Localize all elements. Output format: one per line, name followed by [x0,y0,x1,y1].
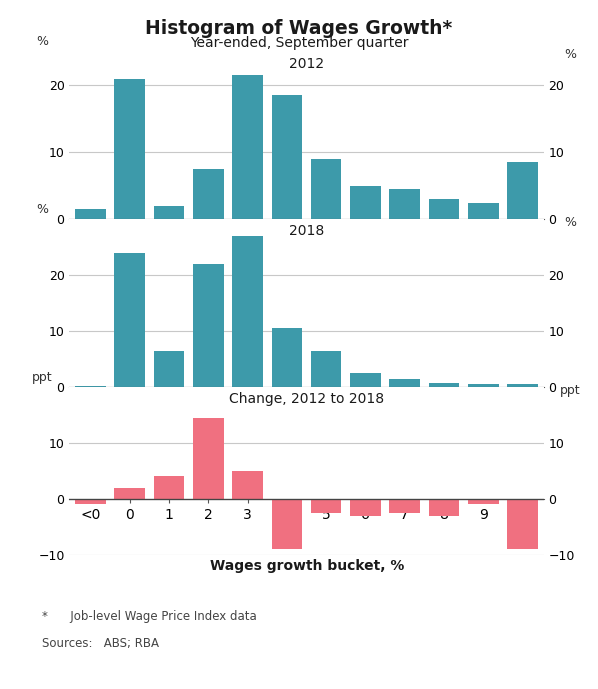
Text: 2012: 2012 [289,56,324,71]
Bar [350,186,381,219]
Bar [311,499,341,513]
Bar [154,351,184,387]
Bar [429,383,459,387]
Text: *      Job-level Wage Price Index data: * Job-level Wage Price Index data [42,610,257,623]
Bar [350,499,381,515]
Y-axis label: %: % [565,216,576,229]
Bar [389,189,420,219]
Text: Wages growth bucket, %: Wages growth bucket, % [209,559,404,573]
Bar [193,264,224,387]
Bar [429,499,459,515]
Bar [114,488,145,499]
Bar [350,373,381,387]
Bar [232,471,263,499]
Y-axis label: %: % [36,35,48,48]
Bar [232,75,263,219]
Y-axis label: ppt: ppt [560,384,581,397]
Bar [311,159,341,219]
Y-axis label: %: % [36,203,48,216]
Y-axis label: ppt: ppt [32,371,53,384]
Bar [75,386,106,387]
Bar [389,378,420,387]
Bar [507,384,538,387]
Bar [271,499,302,549]
Bar [154,476,184,499]
Bar [468,384,499,387]
Bar [429,199,459,219]
Bar [311,351,341,387]
Bar [271,95,302,219]
Text: Histogram of Wages Growth*: Histogram of Wages Growth* [145,19,453,39]
Bar [193,418,224,499]
Bar [468,203,499,219]
Y-axis label: %: % [565,48,576,61]
Bar [75,209,106,219]
Text: Sources:   ABS; RBA: Sources: ABS; RBA [42,637,159,650]
Bar [271,328,302,387]
Bar [232,236,263,387]
Bar [154,206,184,219]
Bar [507,163,538,219]
Bar [389,499,420,513]
Text: 2018: 2018 [289,225,324,238]
Bar [193,169,224,219]
Bar [468,499,499,504]
Bar [507,499,538,549]
Bar [114,253,145,387]
Text: Year-ended, September quarter: Year-ended, September quarter [190,36,408,50]
Bar [75,499,106,504]
Bar [114,79,145,219]
Text: Change, 2012 to 2018: Change, 2012 to 2018 [229,392,384,406]
